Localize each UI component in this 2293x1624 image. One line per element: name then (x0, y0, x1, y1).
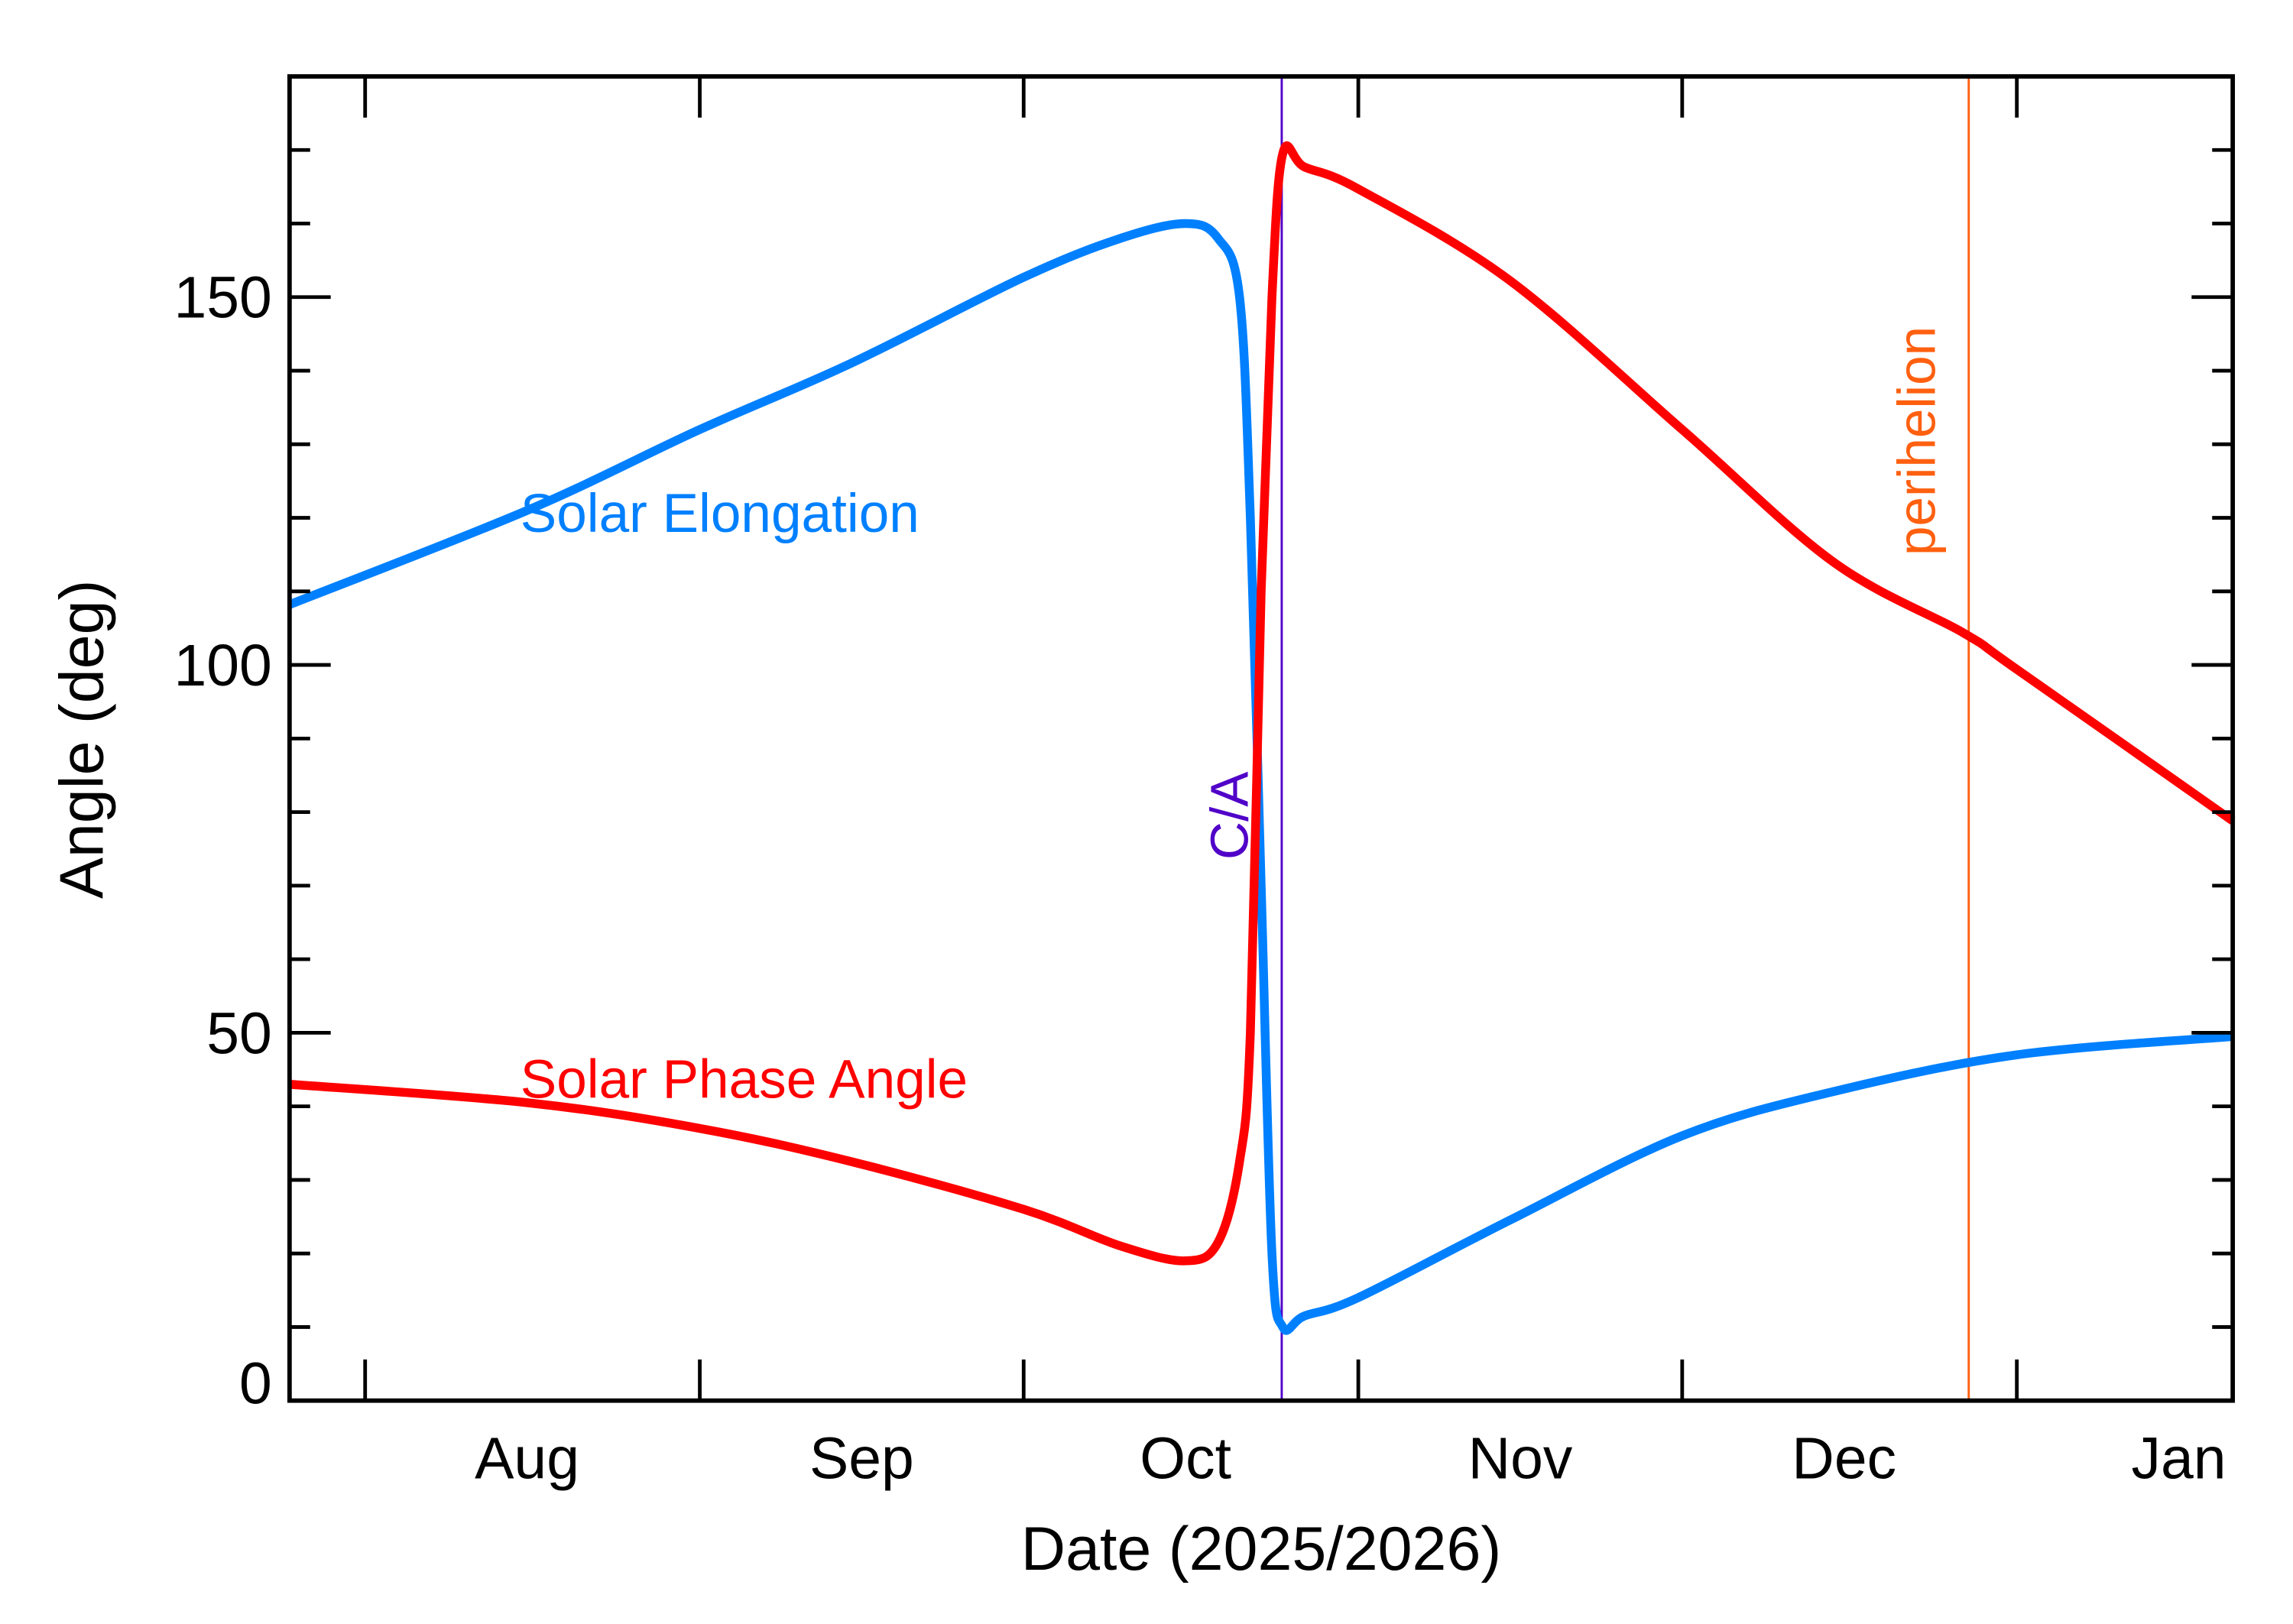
x-tick-label: Aug (475, 1426, 579, 1492)
axes: 0 50 100 150 Aug Sep Oct Nov Dec Jan (174, 74, 2233, 1492)
marker-label: C/A (1200, 771, 1260, 860)
y-tick-label: 0 (239, 1351, 272, 1417)
x-tick-label: Jan (2132, 1426, 2227, 1492)
plot-frame (287, 74, 2236, 1403)
y-tick-label: 100 (174, 633, 271, 699)
marker-label: perihelion (1887, 326, 1947, 556)
x-tick-label: Oct (1140, 1426, 1231, 1492)
y-tick-label: 50 (206, 1000, 272, 1066)
y-axis-label: Angle (deg) (48, 580, 117, 899)
plot-marks: C/A perihelion Solar Elongation Solar Phase… (287, 76, 2236, 1401)
y-tick-label: 150 (174, 265, 271, 331)
x-tick-label: Dec (1792, 1426, 1896, 1492)
x-axis-label: Date (2025/2026) (1021, 1515, 1502, 1583)
x-tick-label: Sep (809, 1426, 914, 1492)
x-tick-label: Nov (1468, 1426, 1573, 1492)
series-annotation: Solar Elongation (521, 484, 919, 544)
series-annotation: Solar Phase Angle (521, 1050, 968, 1110)
